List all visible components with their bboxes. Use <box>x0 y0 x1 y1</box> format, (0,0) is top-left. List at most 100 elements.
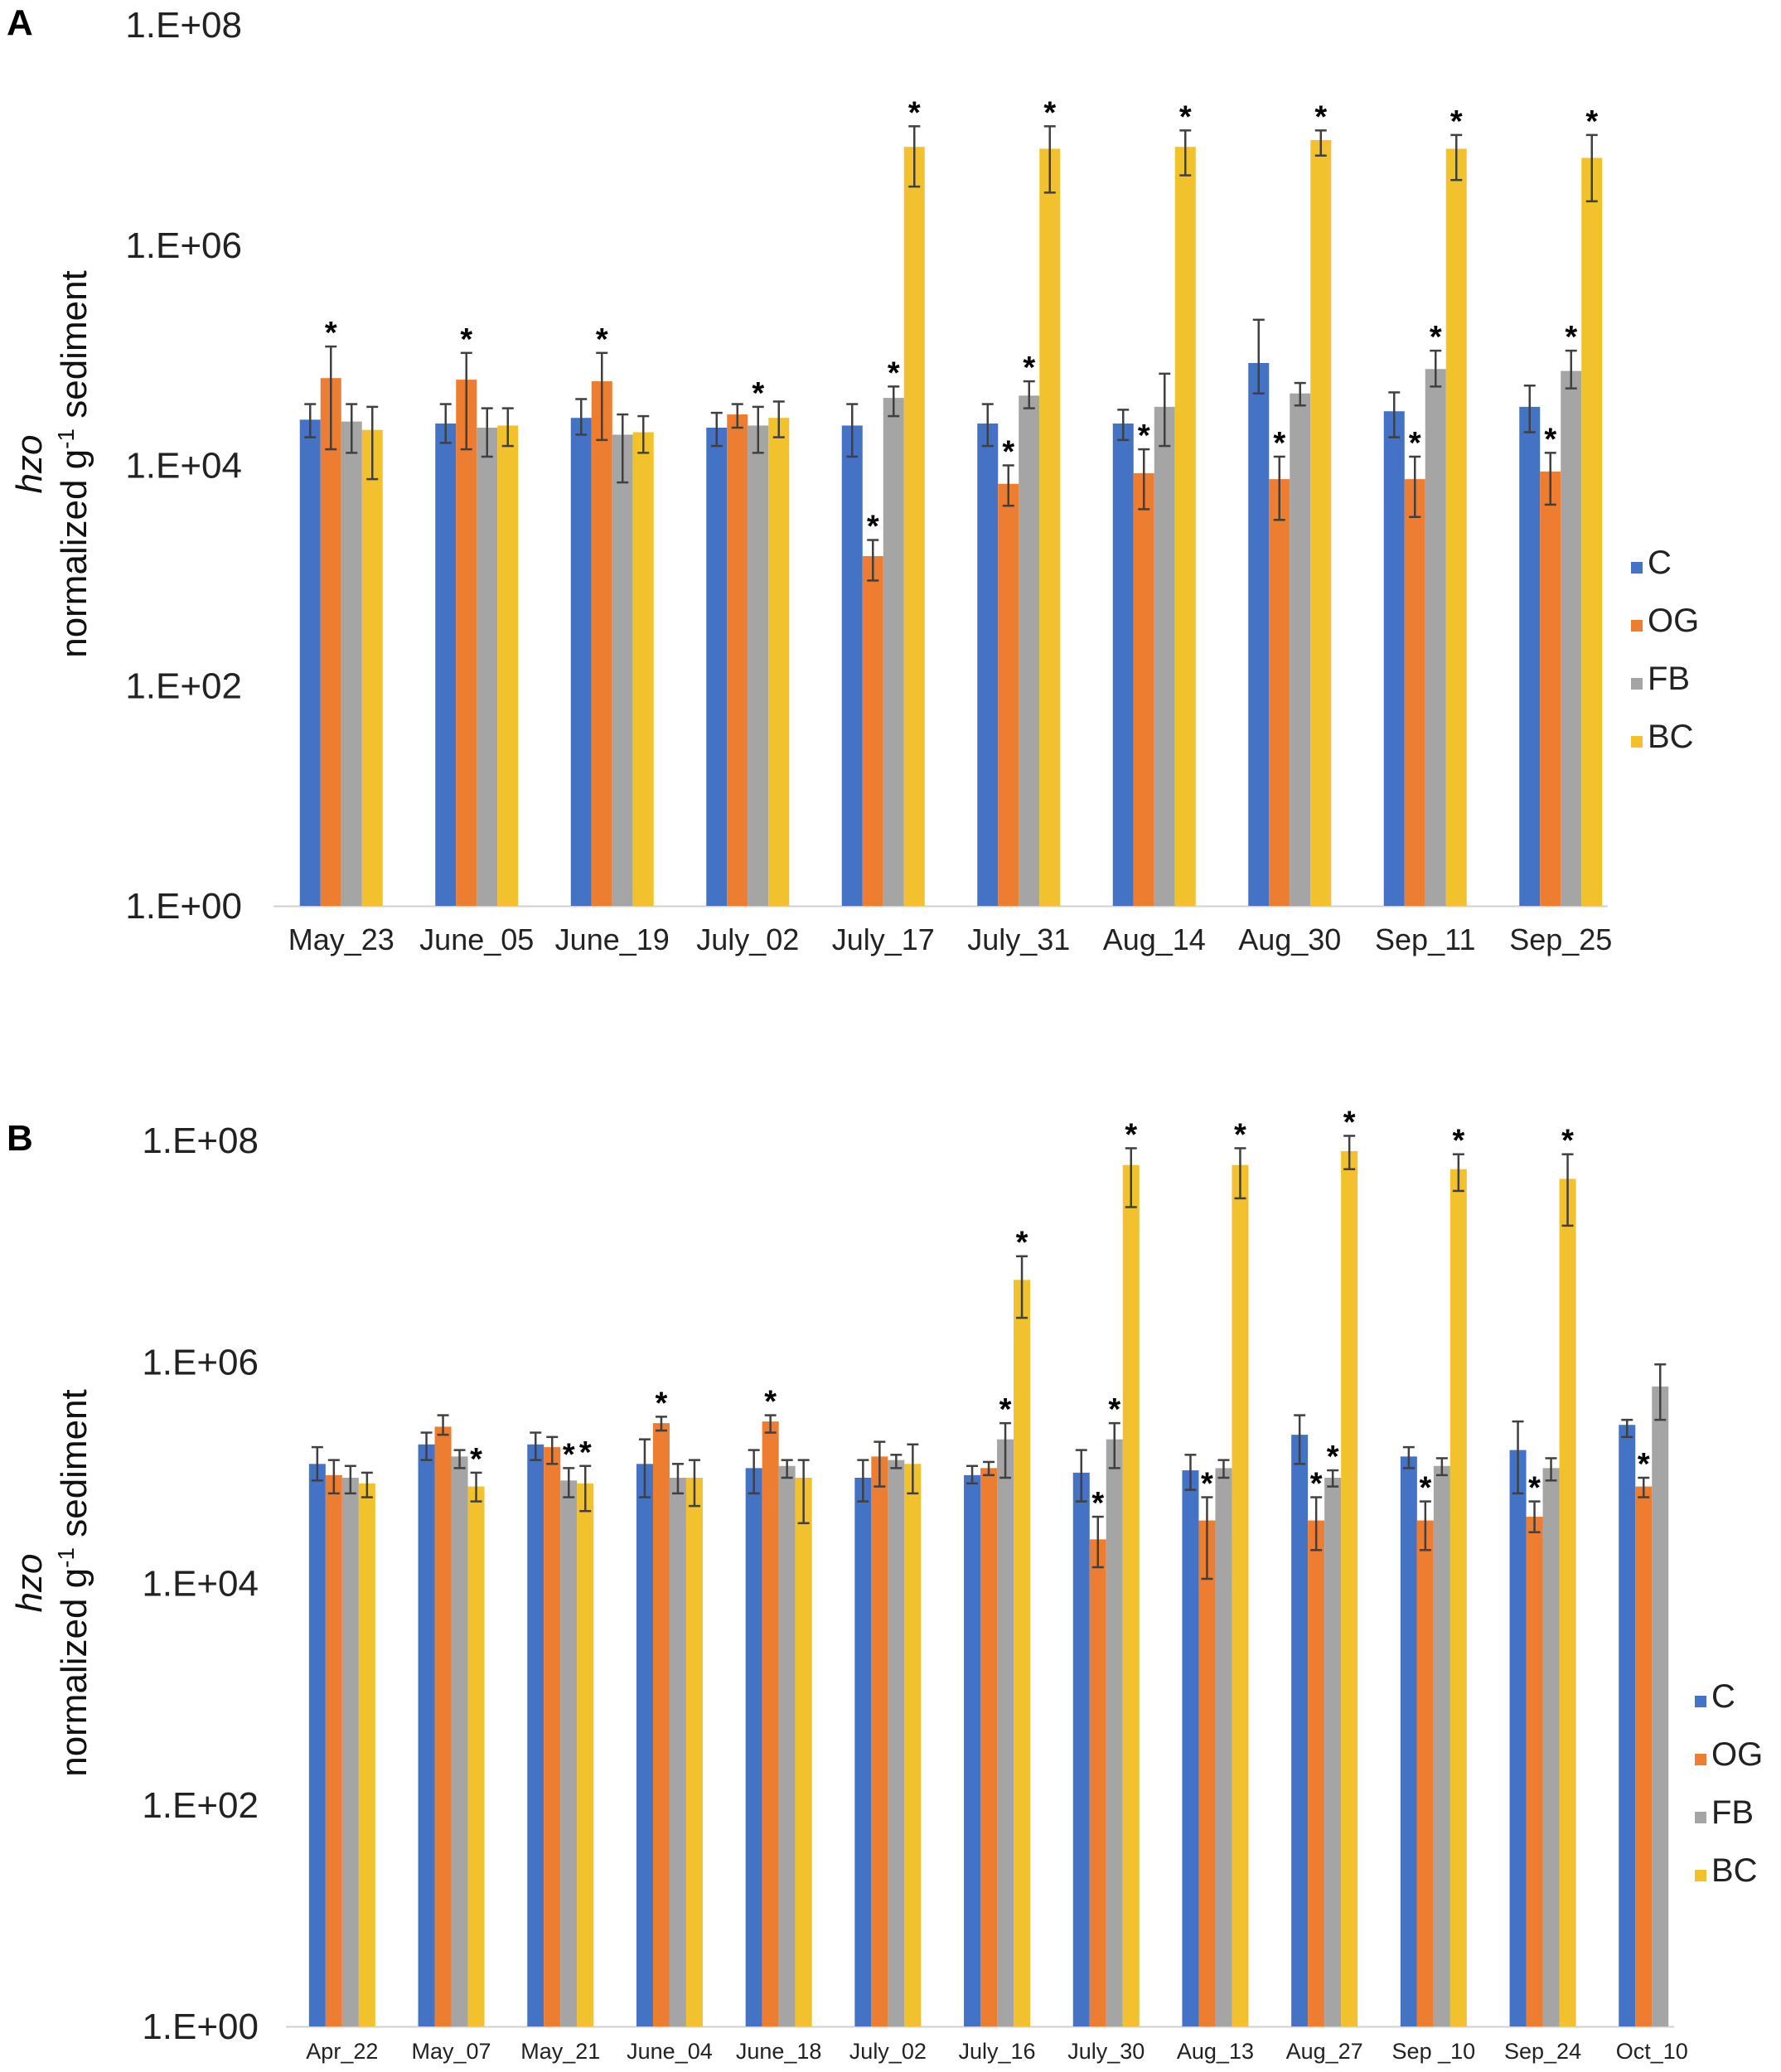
y-tick-label: 1.E+06 <box>142 1342 259 1382</box>
legend-swatch-c <box>1631 562 1643 574</box>
legend-swatch-bc <box>1631 736 1643 748</box>
x-category-label: Aug_13 <box>1177 2039 1254 2064</box>
bar-bc <box>1581 157 1603 907</box>
significance-star: * <box>1023 351 1035 385</box>
bar-og <box>1526 1517 1543 2026</box>
significance-star: * <box>1273 426 1285 461</box>
bar-og <box>1404 479 1425 906</box>
bar-fb <box>477 428 498 906</box>
y-axis-title: hzo normalized g-1 sediment <box>9 270 94 658</box>
significance-star: * <box>1125 1117 1137 1152</box>
x-category-label: July_02 <box>849 2039 927 2064</box>
bar-fb <box>1290 393 1311 907</box>
bar-c <box>1072 1472 1090 2026</box>
significance-star: * <box>1561 1124 1574 1159</box>
bar-og <box>652 1423 670 2026</box>
bar-fb <box>1019 395 1040 906</box>
significance-star: * <box>1201 1467 1213 1502</box>
x-category-label: Aug_14 <box>1103 922 1206 956</box>
bar-og <box>1540 471 1561 906</box>
significance-star: * <box>764 1385 777 1420</box>
x-category-label: July_02 <box>696 922 799 956</box>
bar-c <box>1519 406 1541 906</box>
bar-fb <box>560 1480 578 2026</box>
x-category-label: May_23 <box>288 922 394 956</box>
x-category-label: June_19 <box>555 922 670 956</box>
bar-bc <box>795 1477 812 2026</box>
significance-star: * <box>1544 422 1556 457</box>
bar-og <box>998 483 1019 906</box>
bar-bc <box>358 1483 375 2026</box>
bar-bc <box>1449 1169 1467 2026</box>
y-axis-title-units: normalized g-1 sediment <box>53 1389 95 1777</box>
significance-star: * <box>1343 1105 1356 1140</box>
y-axis-title-gene: hzo <box>9 1554 50 1613</box>
x-category-label: July_16 <box>959 2039 1036 2064</box>
significance-star: * <box>908 95 921 130</box>
significance-star: * <box>752 376 764 411</box>
legend-label-fb: FB <box>1711 1794 1754 1831</box>
bar-og <box>1635 1486 1653 2026</box>
legend-label-og: OG <box>1711 1736 1763 1773</box>
bar-c <box>841 425 863 906</box>
bar-bc <box>904 1464 922 2026</box>
significance-star: * <box>1314 99 1327 134</box>
x-category-label: Aug_27 <box>1286 2039 1363 2064</box>
bar-og <box>762 1421 779 2026</box>
significance-star: * <box>867 510 879 545</box>
y-axis-title-units-suffix: sediment <box>54 270 94 428</box>
y-tick-label: 1.E+00 <box>125 886 242 927</box>
bar-bc <box>1174 147 1196 906</box>
bar-bc <box>1122 1164 1140 2026</box>
significance-star: * <box>1091 1486 1104 1521</box>
bar-og <box>325 1474 342 2026</box>
bar-fb <box>883 398 904 906</box>
y-tick-label: 1.E+04 <box>125 446 242 487</box>
bar-og <box>1133 472 1154 906</box>
bar-fb <box>888 1460 905 2026</box>
bar-og <box>320 378 341 907</box>
bar-bc <box>467 1486 485 2026</box>
significance-star: * <box>1002 435 1014 470</box>
bar-og <box>862 555 883 906</box>
bar-og <box>1089 1539 1106 2026</box>
bar-fb <box>669 1477 686 2026</box>
bar-c <box>854 1477 872 2026</box>
significance-star: * <box>1409 426 1421 461</box>
bar-og <box>434 1426 452 2026</box>
y-axis-title-units-main: normalized g <box>54 449 94 658</box>
significance-star: * <box>1310 1467 1323 1502</box>
bar-fb <box>1215 1468 1232 2026</box>
bar-fb <box>1154 406 1175 906</box>
y-axis-title-units: normalized g-1 sediment <box>53 270 95 658</box>
significance-star: * <box>1108 1392 1120 1427</box>
bar-c <box>745 1468 762 2026</box>
bar-bc <box>1014 1280 1031 2026</box>
legend-swatch-og <box>1695 1754 1706 1765</box>
y-tick-label: 1.E+08 <box>125 5 242 46</box>
significance-star: * <box>1430 320 1442 355</box>
bar-fb <box>1433 1465 1450 2026</box>
significance-star: * <box>1419 1471 1431 1506</box>
bar-c <box>1400 1456 1417 2026</box>
bar-og <box>1269 479 1290 906</box>
bar-c <box>964 1474 981 2026</box>
significance-star: * <box>1234 1117 1246 1152</box>
bar-fb <box>997 1439 1014 2026</box>
bar-c <box>308 1464 326 2026</box>
bar-bc <box>903 147 925 906</box>
bar-fb <box>1324 1477 1342 2026</box>
significance-star: * <box>1016 1226 1028 1261</box>
bar-og <box>591 381 612 906</box>
bar-c <box>1291 1435 1309 2026</box>
x-category-label: June_04 <box>627 2039 713 2064</box>
x-category-label: May_21 <box>520 2039 600 2064</box>
bar-fb <box>748 425 769 906</box>
x-category-label: Sep_25 <box>1509 922 1612 956</box>
bar-og <box>544 1447 561 2026</box>
bar-c <box>706 428 728 906</box>
bar-bc <box>768 418 790 907</box>
significance-star: * <box>1565 320 1577 355</box>
panel-b: B 1.E+00 1.E+02 1.E+04 1.E+06 1.E+08 hzo normal… <box>7 1105 1763 2064</box>
